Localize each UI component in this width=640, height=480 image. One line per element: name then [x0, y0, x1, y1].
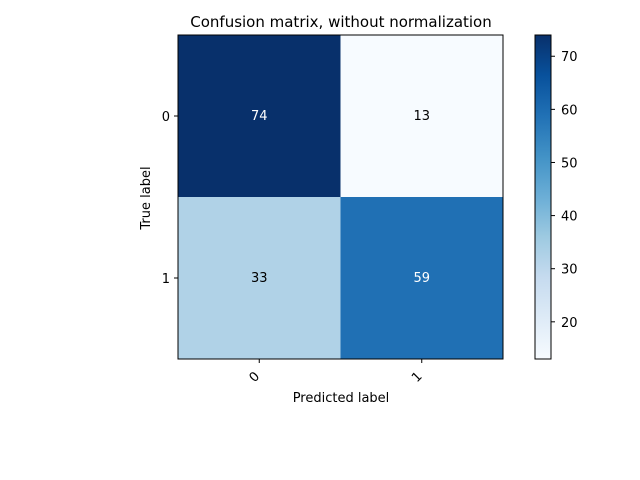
y-axis-label: True label [139, 166, 154, 230]
colorbar-tick-label-5: 70 [561, 50, 578, 65]
x-tick-label-0: 0 [247, 369, 263, 385]
chart-title: Confusion matrix, without normalization [190, 13, 492, 31]
heatmap-cell-0-0 [178, 35, 341, 197]
cell-value-1-0: 33 [251, 271, 268, 286]
heatmap-cell-labels: 74 13 33 59 [251, 109, 430, 286]
x-tick-label-1: 1 [409, 369, 425, 385]
cell-value-0-1: 13 [413, 109, 430, 124]
colorbar-ticks: 20 30 40 50 60 70 [551, 50, 578, 331]
x-axis-label: Predicted label [293, 391, 390, 406]
heatmap-cell-1-0 [178, 197, 341, 359]
heatmap-cell-1-1 [340, 197, 503, 359]
cell-value-0-0: 74 [251, 109, 268, 124]
heatmap-cells [178, 35, 503, 359]
colorbar [534, 34, 552, 360]
colorbar-tick-label-3: 50 [561, 156, 578, 171]
colorbar-tick-label-2: 40 [561, 210, 578, 225]
colorbar-tick-label-1: 30 [561, 263, 578, 278]
plot-frame [177, 34, 504, 360]
y-tick-label-0: 0 [162, 110, 170, 125]
y-tick-label-1: 1 [162, 272, 170, 287]
colorbar-tick-label-4: 60 [561, 103, 578, 118]
cell-value-1-1: 59 [413, 271, 430, 286]
heatmap-cell-0-1 [340, 35, 503, 197]
y-axis-ticks: 01 [162, 110, 178, 287]
colorbar-tick-label-0: 20 [561, 316, 578, 331]
